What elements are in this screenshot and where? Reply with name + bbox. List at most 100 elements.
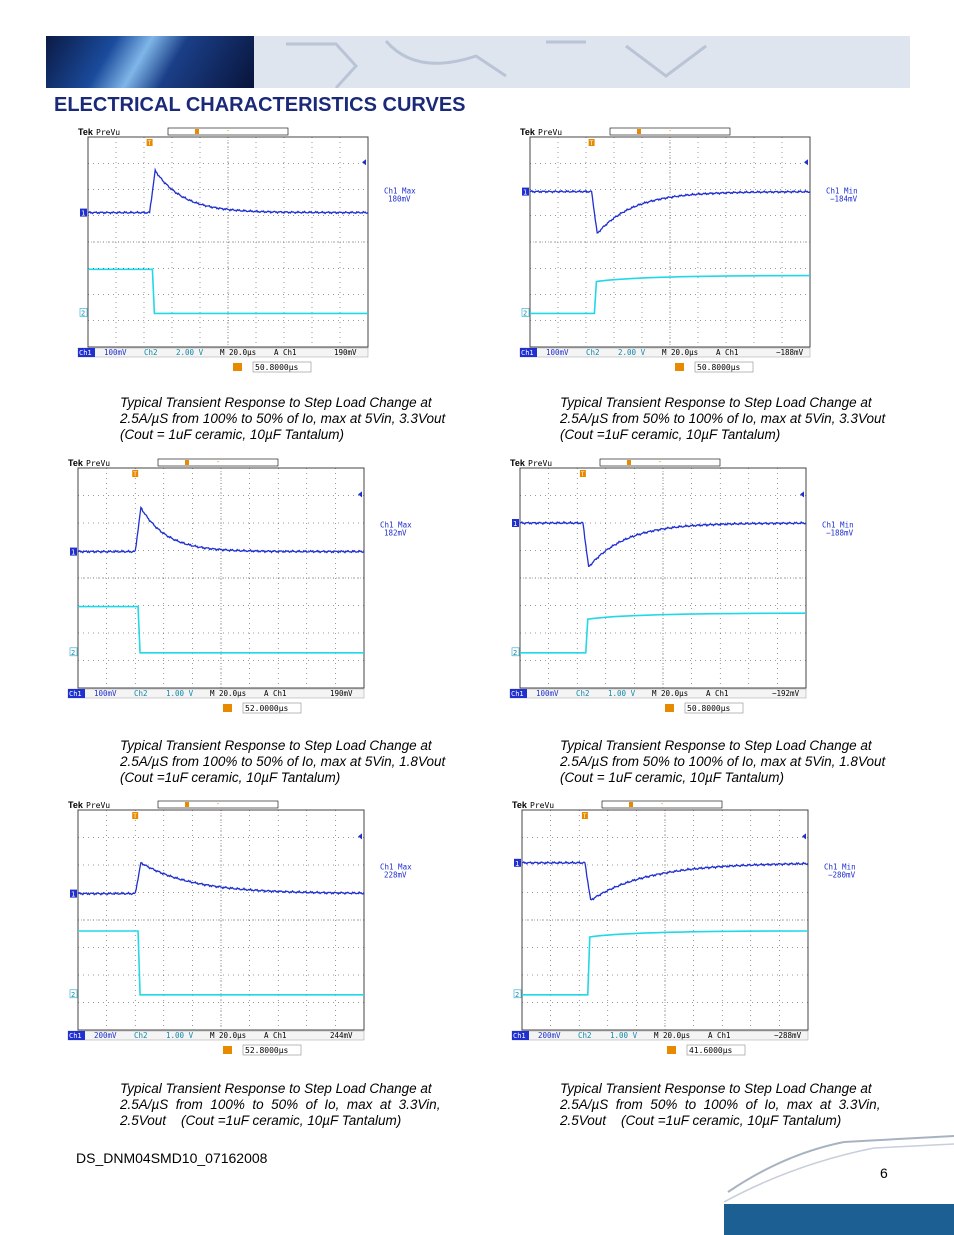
- ch1-trace: [521, 860, 809, 901]
- trigger-source: A Ch1: [708, 1031, 731, 1040]
- caption-line: Typical Transient Response to Step Load …: [560, 395, 872, 410]
- ch1-scale: 200mV: [538, 1031, 561, 1040]
- trigger-level: −288mV: [774, 1031, 802, 1040]
- caption-line: Typical Transient Response to Step Load …: [560, 1081, 872, 1096]
- caption-line: Typical Transient Response to Step Load …: [120, 395, 432, 410]
- ch1-marker: 1: [71, 891, 75, 899]
- measure-label: Ch1 Min: [826, 187, 858, 196]
- ch2-trace: [78, 605, 364, 654]
- measure-value: 228mV: [384, 870, 407, 879]
- trigger-delay: 50.8000µs: [697, 363, 741, 372]
- figure-caption-5: Typical Transient Response to Step Load …: [120, 1081, 440, 1129]
- measure-value: −280mV: [828, 870, 856, 879]
- trigger-delay: 41.6000µs: [689, 1046, 733, 1055]
- trigger-source: A Ch1: [274, 348, 297, 357]
- ch2-trace: [522, 930, 809, 996]
- ch2-scale: 1.00 V: [166, 1031, 194, 1040]
- scope-brand: Tek: [512, 800, 528, 810]
- trigger-source: A Ch1: [264, 689, 287, 698]
- measure-label: Ch1 Max: [380, 520, 412, 529]
- trigger-marker: T: [133, 813, 137, 820]
- measure-label: Ch1 Min: [822, 520, 854, 529]
- ch2-tag: Ch2: [144, 348, 158, 357]
- measure-value: −184mV: [830, 195, 858, 204]
- svg-text:-: -: [660, 800, 664, 808]
- measure-value: 180mV: [388, 195, 411, 204]
- trigger-delay: 50.8000µs: [255, 363, 299, 372]
- ch2-tag: Ch2: [134, 689, 148, 698]
- trigger-marker: T: [581, 471, 585, 478]
- banner-decoration: [286, 40, 707, 88]
- trigger-level: −192mV: [772, 689, 800, 698]
- svg-text:-: -: [226, 127, 230, 135]
- caption-line: 2.5A/µS from 50% to 100% of Io, max at 5…: [560, 754, 886, 769]
- oscilloscope-capture-2: Tek PreVu - T 1 2 Ch1 Min −184mV Ch1 100mV Ch2 2.00…: [519, 127, 858, 389]
- ch2-tag: Ch2: [578, 1031, 592, 1040]
- ch2-trace: [88, 268, 368, 315]
- ch1-trace: [529, 189, 811, 234]
- caption-line: 2.5A/µS from 100% to 50% of Io, max at 5…: [120, 754, 446, 769]
- ch1-tag: Ch1: [69, 1032, 82, 1040]
- scope-mode: PreVu: [528, 459, 552, 468]
- trigger-level: 190mV: [330, 689, 353, 698]
- footer-corner-decoration: [724, 1135, 954, 1235]
- caption-line: 2.5A/µS from 100% to 50% of Io, max at 5…: [120, 411, 446, 426]
- caption-line: (Cout =1uF ceramic, 10µF Tantalum): [560, 427, 781, 442]
- trigger-level: −188mV: [776, 348, 804, 357]
- trigger-source: A Ch1: [706, 689, 729, 698]
- figure-caption-6: Typical Transient Response to Step Load …: [560, 1081, 880, 1129]
- caption-line: Typical Transient Response to Step Load …: [560, 738, 872, 753]
- page-number: 6: [880, 1165, 888, 1181]
- svg-text:-: -: [216, 458, 220, 466]
- ch1-tag: Ch1: [69, 690, 82, 698]
- ch1-marker: 1: [71, 549, 75, 557]
- scope-brand: Tek: [520, 127, 536, 137]
- timebase: M 20.0µs: [654, 1031, 690, 1040]
- caption-line: 2.5A/µS from 50% to 100% of Io, max at 3…: [560, 1097, 881, 1112]
- ch2-marker: 2: [513, 649, 517, 657]
- trigger-marker: T: [583, 813, 587, 820]
- timebase: M 20.0µs: [210, 1031, 246, 1040]
- oscilloscope-capture-6: Tek PreVu - T 1 2 Ch1 Min −280mV Ch1 200mV Ch2 1.00…: [511, 800, 856, 1072]
- ch1-scale: 200mV: [94, 1031, 117, 1040]
- ch1-scale: 100mV: [104, 348, 127, 357]
- ch1-tag: Ch1: [79, 349, 92, 357]
- ch2-tag: Ch2: [576, 689, 590, 698]
- ch1-trace: [87, 167, 369, 215]
- scope-brand: Tek: [68, 800, 84, 810]
- ch1-trace: [519, 520, 807, 567]
- timebase: M 20.0µs: [662, 348, 698, 357]
- oscilloscope-capture-3: Tek PreVu - T 1 2 Ch1 Max 182mV Ch1 100mV Ch2 1.00 …: [67, 458, 412, 730]
- measure-value: −188mV: [826, 528, 854, 537]
- figure-caption-1: Typical Transient Response to Step Load …: [120, 395, 445, 443]
- oscilloscope-capture-1: Tek PreVu - T 1 2 Ch1 Max 180mV Ch1 100mV Ch2 2.00 …: [77, 127, 416, 389]
- ch2-scale: 1.00 V: [610, 1031, 638, 1040]
- trigger-marker: T: [148, 140, 152, 147]
- caption-line: Typical Transient Response to Step Load …: [120, 1081, 432, 1096]
- document-id: DS_DNM04SMD10_07162008: [76, 1150, 268, 1166]
- ch2-marker: 2: [515, 991, 519, 999]
- caption-line: (Cout = 1uF ceramic, 10µF Tantalum): [560, 770, 785, 785]
- scope-mode: PreVu: [530, 801, 554, 810]
- trigger-delay: 52.8000µs: [245, 1046, 289, 1055]
- ch1-trace: [77, 861, 365, 896]
- ch1-trace: [77, 506, 365, 554]
- ch1-marker: 1: [81, 210, 85, 218]
- ch2-marker: 2: [81, 309, 85, 317]
- ch1-marker: 1: [523, 189, 527, 197]
- trigger-marker: T: [590, 140, 594, 147]
- svg-text:-: -: [668, 127, 672, 135]
- ch1-tag: Ch1: [511, 690, 524, 698]
- figure-caption-3: Typical Transient Response to Step Load …: [120, 738, 445, 786]
- trigger-level: 190mV: [334, 348, 357, 357]
- ch1-scale: 100mV: [94, 689, 117, 698]
- measure-label: Ch1 Min: [824, 862, 856, 871]
- trigger-source: A Ch1: [716, 348, 739, 357]
- ch2-tag: Ch2: [586, 348, 600, 357]
- trigger-delay: 52.0000µs: [245, 704, 289, 713]
- ch1-marker: 1: [513, 520, 517, 528]
- ch2-trace: [530, 274, 811, 315]
- caption-line: 2.5Vout (Cout =1uF ceramic, 10µF Tantalu…: [560, 1113, 842, 1128]
- oscilloscope-capture-5: Tek PreVu - T 1 2 Ch1 Max 228mV Ch1 200mV Ch2 1.00 …: [67, 800, 412, 1072]
- caption-line: (Cout = 1uF ceramic, 10µF Tantalum): [120, 427, 345, 442]
